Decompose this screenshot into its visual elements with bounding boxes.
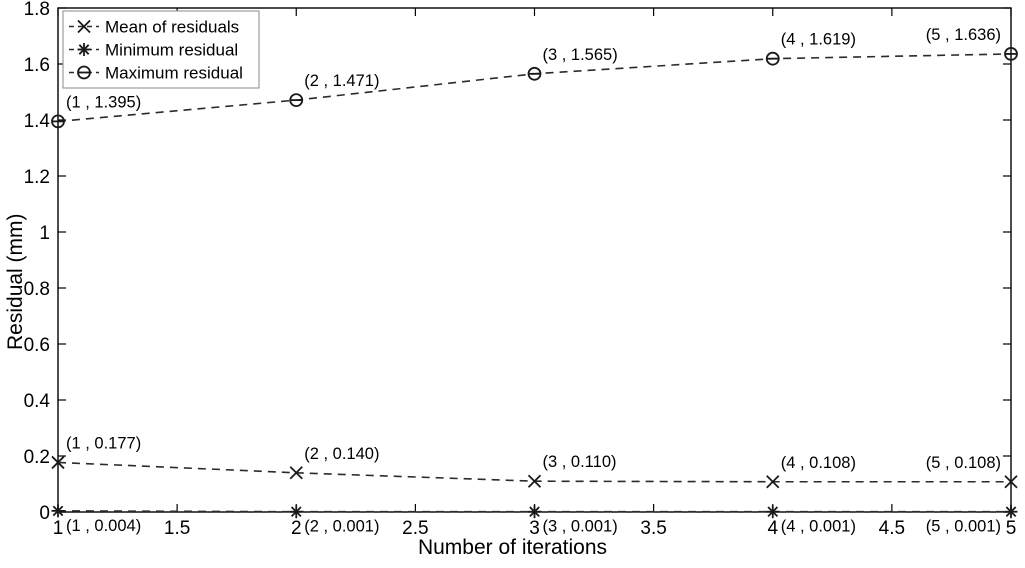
y-tick-label: 0.4 <box>24 391 51 412</box>
data-point-marker <box>766 475 780 489</box>
point-annotation: (3 , 1.565) <box>543 46 618 64</box>
y-axis-ticks: 0 0.2 0.4 0.6 0.8 1 1.2 1.4 1.6 1.8 <box>24 0 1011 524</box>
y-tick-label: 1.4 <box>24 111 51 132</box>
y-axis-label: Residual (mm) <box>4 213 27 350</box>
y-tick-label: 1 <box>39 223 50 244</box>
data-point-marker <box>1004 47 1018 61</box>
x-tick-label: 3 <box>529 518 540 539</box>
series-line-1 <box>57 461 1011 483</box>
legend-marker-x-icon <box>77 19 91 34</box>
x-tick-label: 2 <box>291 518 302 539</box>
data-point-marker <box>528 505 541 519</box>
x-tick-label: 5 <box>1006 518 1017 539</box>
data-point-marker <box>51 114 65 129</box>
point-annotation: (4 , 0.001) <box>781 518 856 536</box>
point-annotation: (1 , 0.004) <box>66 517 141 535</box>
y-tick-label: 1.6 <box>24 55 50 76</box>
point-annotation: (4 , 1.619) <box>781 31 856 49</box>
legend-item-label: Minimum residual <box>105 41 238 60</box>
legend-item-2[interactable]: Minimum residual <box>69 41 238 60</box>
data-annotations-layer: (1 , 0.177) (2 , 0.140) (3 , 0.110) (4 , 0.… <box>66 26 1001 536</box>
point-annotation: (3 , 0.110) <box>543 453 617 471</box>
x-tick-label: 1.5 <box>164 518 190 539</box>
data-point-marker <box>1004 505 1018 519</box>
data-point-marker <box>51 504 65 518</box>
x-tick-label: 3.5 <box>640 518 666 539</box>
data-point-marker <box>527 66 542 81</box>
point-annotation: (5 , 0.001) <box>926 518 1001 536</box>
point-annotation: (2 , 1.471) <box>304 72 379 90</box>
point-annotation: (3 , 0.001) <box>543 518 618 536</box>
legend[interactable]: Mean of residuals Minimum residual Maximum… <box>62 10 260 89</box>
point-annotation: (5 , 0.108) <box>926 454 1001 472</box>
legend-item-label: Maximum residual <box>105 64 243 83</box>
point-annotation: (1 , 1.395) <box>66 93 141 111</box>
y-tick-label: 0.6 <box>24 335 50 356</box>
data-point-marker <box>1004 475 1018 489</box>
x-tick-label: 2.5 <box>402 518 428 539</box>
legend-item-1[interactable]: Mean of residuals <box>69 18 239 37</box>
data-point-marker <box>765 51 780 66</box>
y-tick-label: 0.2 <box>24 447 50 468</box>
y-tick-label: 0.8 <box>24 279 50 300</box>
data-point-marker <box>289 466 303 480</box>
x-axis-label: Number of iterations <box>417 536 608 559</box>
legend-item-label: Mean of residuals <box>105 18 239 37</box>
legend-marker-asterisk-icon <box>77 43 91 56</box>
point-annotation: (4 , 0.108) <box>781 454 856 472</box>
data-point-marker <box>289 505 303 519</box>
data-point-marker <box>51 455 65 470</box>
x-tick-label: 4 <box>767 518 778 539</box>
point-annotation: (2 , 0.140) <box>304 445 379 463</box>
y-tick-label: 1.2 <box>24 167 50 188</box>
y-tick-label: 1.8 <box>24 0 50 20</box>
data-point-marker <box>766 505 780 519</box>
y-tick-label: 0 <box>39 503 50 524</box>
legend-marker-circle-icon <box>77 65 91 80</box>
point-annotation: (5 , 1.636) <box>926 26 1001 44</box>
x-axis-ticks: 1 1.5 2 2.5 3 3.5 4 4.5 5 <box>53 8 1017 539</box>
data-point-marker <box>527 474 542 488</box>
x-tick-label: 1 <box>53 518 64 539</box>
legend-item-3[interactable]: Maximum residual <box>69 64 243 83</box>
point-annotation: (2 , 0.001) <box>304 518 379 536</box>
legend-box[interactable] <box>62 10 260 89</box>
x-tick-label: 4.5 <box>879 518 905 539</box>
data-point-marker <box>289 93 304 108</box>
point-annotation: (1 , 0.177) <box>66 434 141 452</box>
data-series-layer <box>51 47 1018 519</box>
